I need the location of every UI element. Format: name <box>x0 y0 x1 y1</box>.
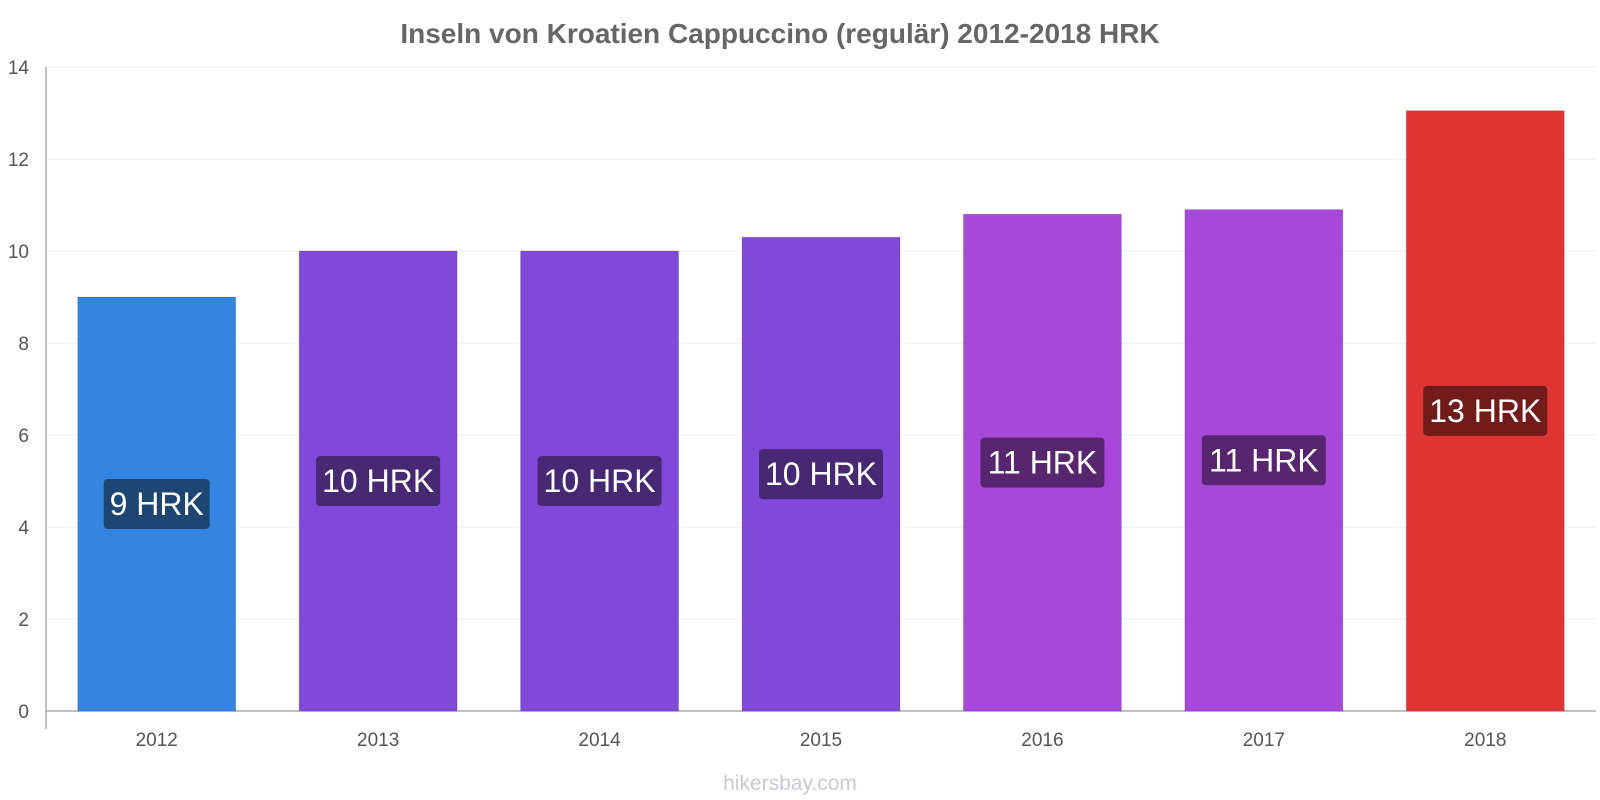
data-label-2016: 11 HRK <box>980 437 1105 488</box>
data-label-2013: 10 HRK <box>316 456 441 506</box>
data-label-background <box>980 437 1105 488</box>
data-label-2012: 9 HRK <box>103 479 210 529</box>
data-labels: 9 HRK 10 HRK 10 HRK 10 HRK 11 HRK 11 HRK 13 HR… <box>103 385 1548 529</box>
tick-labels: 0 2 4 6 8 10 12 14 2012 2013 2014 2015 2016 2017 2018 <box>8 58 1507 751</box>
y-tick-label: 0 <box>18 702 29 723</box>
x-tick-label: 2017 <box>1243 730 1285 751</box>
data-label-2018: 13 HRK <box>1423 385 1548 436</box>
y-tick-label: 12 <box>8 150 29 171</box>
y-tick-label: 6 <box>18 426 29 447</box>
data-label-text: 9 HRK <box>110 486 204 522</box>
data-label-2017: 11 HRK <box>1201 435 1326 486</box>
y-tick-label: 8 <box>18 334 29 355</box>
y-tick-label: 14 <box>8 58 30 79</box>
data-label-background <box>316 456 441 506</box>
x-tick-label: 2015 <box>800 730 842 751</box>
data-label-background <box>537 456 662 506</box>
x-tick-label: 2012 <box>136 730 178 751</box>
x-tick-label: 2013 <box>357 730 399 751</box>
data-label-background <box>1423 385 1548 436</box>
x-tick-label: 2014 <box>578 730 621 751</box>
y-tick-label: 10 <box>8 242 29 263</box>
data-label-background <box>103 479 210 529</box>
data-label-2014: 10 HRK <box>537 456 662 506</box>
x-tick-label: 2018 <box>1464 730 1506 751</box>
y-tick-label: 4 <box>18 518 29 539</box>
data-label-text: 10 HRK <box>765 456 877 492</box>
chart-title: Inseln von Kroatien Cappuccino (regulär)… <box>400 18 1159 49</box>
data-label-text: 13 HRK <box>1429 393 1541 429</box>
bars <box>77 110 1565 712</box>
data-label-text: 11 HRK <box>1209 442 1319 478</box>
data-label-text: 10 HRK <box>544 463 656 499</box>
data-label-background <box>759 449 883 500</box>
data-label-2015: 10 HRK <box>759 449 883 500</box>
data-label-background <box>1201 435 1326 486</box>
data-label-text: 11 HRK <box>988 445 1098 481</box>
x-tick-label: 2016 <box>1021 730 1063 751</box>
data-label-text: 10 HRK <box>322 463 434 499</box>
y-tick-label: 2 <box>18 610 29 631</box>
source-watermark: hikersbay.com <box>723 772 857 795</box>
